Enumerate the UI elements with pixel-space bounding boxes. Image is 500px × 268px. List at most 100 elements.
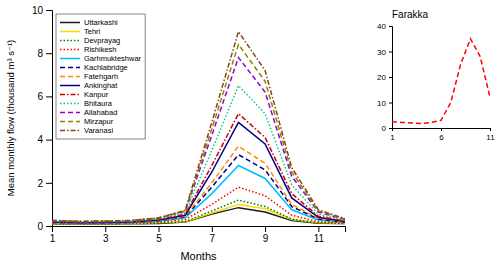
tick-mark: [389, 26, 392, 27]
tick-label: 5: [156, 233, 162, 244]
legend-label: Uttarkashi: [84, 18, 118, 27]
tick: 10: [32, 5, 52, 16]
tick: 3: [103, 226, 109, 244]
legend-swatch: [60, 22, 80, 24]
tick-mark: [159, 226, 160, 232]
axis-line: [389, 27, 393, 129]
tick-mark: [212, 226, 213, 232]
tick: 8: [37, 48, 52, 59]
lines: [52, 32, 345, 224]
inset-y-axis: 0 10 20 30 40: [377, 22, 392, 133]
legend: UttarkashiTehriDevprayagRishikeshGarhmuk…: [56, 14, 145, 139]
legend-swatch: [60, 31, 80, 33]
legend-label: Tehri: [84, 27, 101, 36]
tick-mark: [389, 52, 392, 53]
legend-label: Rishikesh: [84, 45, 117, 54]
tick-mark: [318, 226, 319, 232]
tick-label: 6: [37, 91, 43, 102]
tick-mark: [46, 10, 52, 11]
legend-swatch: [60, 58, 80, 60]
legend-label: Varanasi: [84, 126, 113, 135]
tick: 40: [377, 22, 392, 31]
tick-mark: [46, 140, 52, 141]
legend-swatch: [60, 67, 80, 69]
legend-swatch: [60, 121, 80, 123]
legend-swatch: [60, 49, 80, 51]
tick: 6: [37, 91, 52, 102]
tick: 6: [439, 128, 444, 142]
y-axis: 0 2 4 6 8 10: [32, 5, 53, 232]
tick: 9: [263, 226, 269, 244]
inset-title: Farakka: [392, 9, 429, 20]
inset-lines: [392, 39, 490, 124]
legend-swatch: [60, 76, 80, 78]
tick-label: 11: [314, 233, 325, 244]
legend-swatch: [60, 103, 80, 105]
tick-label: 6: [439, 133, 444, 142]
legend-swatch: [60, 40, 80, 42]
tick-mark: [46, 96, 52, 97]
tick: 11: [314, 226, 325, 244]
axis-line: [46, 11, 53, 227]
legend-swatch: [60, 130, 80, 132]
tick-label: 2: [37, 178, 43, 189]
tick: 11: [486, 128, 495, 142]
tick: 7: [210, 226, 216, 244]
tick: 0: [37, 221, 52, 232]
y-axis-title: Mean monthly flow (thousand m³ s⁻¹): [5, 40, 16, 197]
tick-label: 3: [103, 233, 109, 244]
tick: 20: [377, 73, 392, 82]
legend-label: Fatehgarh: [84, 72, 118, 81]
tick: 5: [156, 226, 162, 244]
legend-swatch: [60, 112, 80, 114]
tick-label: 11: [486, 133, 495, 142]
chart: 13579110246810MonthsMean monthly flow (t…: [0, 0, 500, 268]
tick: 30: [377, 48, 392, 57]
legend-frame: [56, 14, 145, 139]
tick-label: 1: [50, 233, 56, 244]
legend-label: Garhmukteshwar: [84, 54, 142, 63]
tick-mark: [389, 128, 392, 129]
x-axis: 1 3 5 7 9 11: [50, 226, 346, 244]
legend-label: Mirzapur: [84, 117, 114, 126]
legend-label: Kanpur: [84, 90, 109, 99]
tick-label: 7: [210, 233, 216, 244]
tick-label: 0: [382, 124, 387, 133]
axis-line: [53, 227, 346, 233]
tick-label: 10: [377, 99, 386, 108]
legend-label: Ankinghat: [84, 81, 118, 90]
axis-line: [393, 129, 491, 132]
series-line: [52, 32, 345, 222]
tick-mark: [46, 226, 52, 227]
x-axis-title: Months: [180, 250, 217, 262]
tick-label: 8: [37, 48, 43, 59]
tick-mark: [441, 128, 442, 131]
legend-label: Bhitaura: [84, 99, 113, 108]
legend-label: Allahabad: [84, 108, 117, 117]
tick: 10: [377, 99, 392, 108]
tick-label: 30: [377, 48, 386, 57]
tick-label: 20: [377, 73, 386, 82]
tick: 4: [37, 134, 52, 145]
series-line: [52, 86, 345, 222]
tick-mark: [389, 77, 392, 78]
legend-swatch: [60, 94, 80, 96]
series-line: [52, 45, 345, 222]
tick-label: 9: [263, 233, 269, 244]
tick-label: 40: [377, 22, 386, 31]
tick-label: 1: [390, 133, 395, 142]
tick-label: 0: [37, 221, 43, 232]
tick-mark: [265, 226, 266, 232]
tick-mark: [105, 226, 106, 232]
tick-mark: [389, 103, 392, 104]
inset-x-axis: 1611: [390, 128, 495, 142]
legend-label: Devprayag: [84, 36, 120, 45]
tick: 1: [390, 128, 395, 142]
tick-label: 4: [37, 134, 43, 145]
tick-mark: [46, 183, 52, 184]
legend-label: Kachlabridge: [84, 63, 128, 72]
legend-swatch: [60, 85, 80, 87]
tick-label: 10: [32, 5, 44, 16]
tick: 0: [382, 124, 392, 133]
tick-mark: [490, 128, 491, 131]
